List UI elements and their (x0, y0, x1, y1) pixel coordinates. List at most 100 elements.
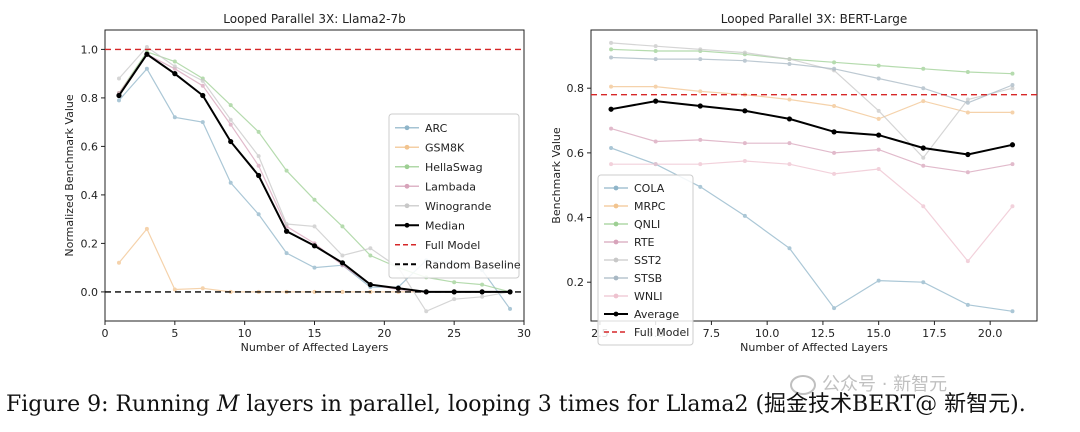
r-line-qnli (611, 48, 1013, 75)
watermark: 公众号 · 新智元 (790, 370, 947, 396)
r-x-tick-label: 15.0 (866, 327, 891, 340)
r-point-rte (921, 163, 926, 168)
r-point-rte (787, 141, 792, 146)
l-legend-marker (404, 144, 410, 150)
watermark-text: 公众号 · 新智元 (822, 374, 948, 395)
r-point-cola (609, 146, 614, 151)
l-point-gsm8k (144, 226, 149, 231)
r-point-wnli (742, 158, 747, 163)
l-point-winogrande (116, 76, 121, 81)
l-point-gsm8k (340, 289, 345, 294)
r-point-sst2 (698, 47, 703, 52)
l-legend-label: Random Baseline (425, 258, 521, 271)
l-legend-label: Median (425, 219, 465, 232)
r-legend-marker (613, 257, 619, 263)
r-legend-label: STSB (634, 272, 662, 285)
l-legend-label: GSM8K (425, 141, 465, 154)
r-legend-label: COLA (634, 182, 665, 195)
r-point-rte (742, 141, 747, 146)
r-point-qnli (876, 63, 881, 68)
l-x-tick-label: 5 (171, 327, 178, 340)
l-point-winogrande (452, 297, 457, 302)
l-x-tick-label: 15 (308, 327, 322, 340)
r-line-average (610, 100, 1013, 156)
l-point-arc (312, 265, 317, 270)
l-point-median (256, 172, 262, 179)
l-x-tick-label: 30 (517, 327, 531, 340)
l-point-arc (256, 212, 261, 217)
l-point-winogrande (172, 64, 177, 69)
r-point-mrpc (965, 110, 970, 115)
l-point-arc (144, 66, 149, 71)
l-point-hellaswag (452, 280, 457, 285)
l-legend-marker (404, 125, 410, 131)
r-series-sst2 (609, 40, 1015, 160)
left-chart-llama2: Looped Parallel 3X: Llama2-7b 0 5 10 15 20 25 3… (63, 12, 531, 354)
r-point-mrpc (1010, 110, 1015, 115)
l-y-tick-label: 0.2 (81, 237, 99, 250)
l-point-winogrande (312, 224, 317, 229)
r-point-mrpc (787, 97, 792, 102)
l-point-arc (228, 180, 233, 185)
r-point-stsb (832, 66, 837, 71)
r-point-cola (742, 213, 747, 218)
r-x-tick-label: 12.5 (811, 327, 836, 340)
r-plot-frame (590, 29, 1038, 322)
l-point-median (339, 260, 346, 266)
r-point-stsb (1010, 82, 1015, 87)
l-point-median (367, 282, 373, 288)
l-point-median (116, 92, 122, 99)
r-point-qnli (609, 47, 614, 52)
r-point-wnli (653, 162, 658, 167)
caption-end: ). (1010, 392, 1026, 417)
r-point-cola (832, 306, 837, 311)
l-x-tick-label: 10 (238, 327, 252, 340)
r-point-sst2 (1010, 86, 1015, 91)
l-point-arc (284, 251, 289, 256)
l-point-median (228, 138, 234, 145)
l-point-arc (116, 98, 121, 103)
r-point-stsb (787, 61, 792, 66)
r-series-wnli (609, 158, 1015, 264)
l-point-winogrande (200, 78, 205, 83)
l-point-hellaswag (312, 197, 317, 202)
r-point-stsb (965, 100, 970, 105)
r-point-sst2 (742, 50, 747, 55)
r-point-mrpc (653, 84, 658, 89)
r-y-tick-label: 0.4 (567, 212, 585, 225)
r-x-tick-label: 7.5 (703, 327, 721, 340)
r-legend-marker (613, 275, 619, 281)
l-point-winogrande (284, 222, 289, 226)
caption-math: M (216, 392, 240, 417)
r-legend-label: WNLI (634, 290, 662, 303)
r-series-rte (609, 126, 1015, 175)
r-x-axis-label: Number of Affected Layers (740, 341, 888, 354)
l-point-winogrande (368, 246, 373, 251)
l-y-axis-label: Normalized Benchmark Value (63, 94, 76, 256)
r-legend-label: RTE (634, 236, 655, 249)
r-legend-label: Average (634, 308, 679, 321)
l-point-gsm8k (312, 289, 317, 294)
l-point-hellaswag (480, 282, 485, 287)
r-series-stsb (609, 55, 1015, 105)
r-point-average (697, 103, 703, 109)
r-point-qnli (653, 49, 658, 54)
r-line-stsb (611, 56, 1013, 104)
r-point-cola (921, 280, 926, 285)
l-point-winogrande (144, 44, 149, 49)
l-legend-marker (404, 164, 410, 170)
r-point-average (831, 129, 837, 135)
r-point-qnli (832, 60, 837, 65)
l-point-arc (508, 306, 513, 311)
r-point-rte (1010, 162, 1015, 167)
l-point-hellaswag (284, 168, 289, 173)
l-point-lambada (228, 122, 233, 127)
r-point-wnli (832, 171, 837, 176)
r-point-wnli (609, 162, 614, 167)
r-legend-label: Full Model (634, 326, 689, 339)
r-y-tick-label: 0.8 (567, 82, 585, 95)
r-point-average (786, 116, 793, 122)
l-legend-box (388, 113, 520, 279)
l-y-tick-label: 0.8 (81, 92, 99, 105)
l-point-median (395, 285, 401, 291)
